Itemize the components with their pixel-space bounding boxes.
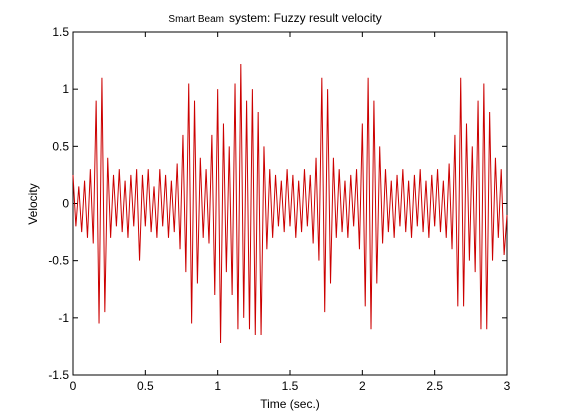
y-tick-label: 1 <box>62 82 69 96</box>
x-tick-label: 2.5 <box>426 379 443 393</box>
x-tick-label: 3 <box>504 379 511 393</box>
chart-title-small: Smart Beam <box>168 14 224 25</box>
data-line <box>72 64 508 343</box>
x-tick-label: 1.5 <box>282 379 299 393</box>
y-tick-label: -0.5 <box>48 254 69 268</box>
y-tick-label: 0.5 <box>52 139 69 153</box>
x-axis-label: Time (sec.) <box>260 397 320 411</box>
x-tick-label: 0.5 <box>137 379 154 393</box>
y-axis-label: Velocity <box>26 183 40 224</box>
y-tick-label: 0 <box>62 197 69 211</box>
plot-area <box>72 31 508 376</box>
y-tick-label: -1.5 <box>48 368 69 382</box>
chart-title: system: Fuzzy result velocity <box>229 11 382 25</box>
y-tick-label: -1 <box>58 311 69 325</box>
x-tick-label: 0 <box>70 379 77 393</box>
x-tick-label: 1 <box>214 379 221 393</box>
x-tick-label: 2 <box>359 379 366 393</box>
y-tick-label: 1.5 <box>52 25 69 39</box>
